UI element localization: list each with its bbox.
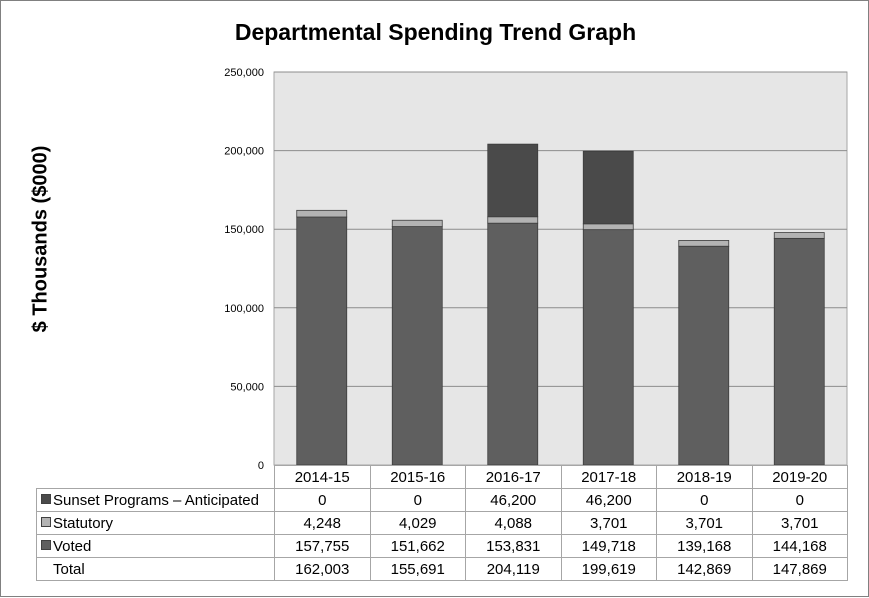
table-row-sunset: Sunset Programs – Anticipated 0 0 46,200… — [36, 488, 848, 512]
bar-voted-2018-19 — [678, 245, 730, 466]
data-label: 3,701 — [751, 511, 848, 535]
legend-swatch-statutory — [41, 516, 51, 527]
category-label: 2014-15 — [274, 465, 371, 489]
total-label: Total — [36, 557, 275, 581]
total-value: 142,869 — [656, 557, 753, 581]
bar-statutory-2017-18 — [582, 223, 634, 231]
bar-voted-2017-18 — [582, 229, 634, 466]
data-label: 0 — [369, 488, 466, 512]
data-label: 3,701 — [656, 511, 753, 535]
data-label: 3,701 — [560, 511, 657, 535]
bar-voted-2016-17 — [487, 222, 539, 466]
data-label: 139,168 — [656, 534, 753, 558]
bars — [296, 143, 825, 466]
category-label: 2015-16 — [369, 465, 466, 489]
bar-sunset-2016-17 — [487, 143, 539, 218]
data-label: 4,248 — [274, 511, 371, 535]
data-label: 46,200 — [560, 488, 657, 512]
y-tick-label: 100,000 — [224, 303, 264, 315]
y-tick-label: 50,000 — [230, 381, 264, 393]
data-label: 4,029 — [369, 511, 466, 535]
data-label: 4,088 — [465, 511, 562, 535]
bar-statutory-2015-16 — [391, 219, 443, 227]
data-label: 144,168 — [751, 534, 848, 558]
series-name: Sunset Programs – Anticipated — [53, 491, 259, 509]
bar-statutory-2019-20 — [773, 232, 825, 239]
bar-voted-2019-20 — [773, 237, 825, 466]
table-header-row: 2014-15 2015-16 2016-17 2017-18 2018-19 … — [36, 465, 848, 489]
legend-entry-voted: Voted — [36, 534, 275, 558]
legend-entry-statutory: Statutory — [36, 511, 275, 535]
category-label: 2016-17 — [465, 465, 562, 489]
bar-voted-2014-15 — [296, 216, 348, 466]
category-label: 2017-18 — [560, 465, 657, 489]
data-label: 151,662 — [369, 534, 466, 558]
y-tick-label: 200,000 — [224, 146, 264, 158]
data-label: 46,200 — [465, 488, 562, 512]
data-label: 153,831 — [465, 534, 562, 558]
data-label: 0 — [751, 488, 848, 512]
total-value: 162,003 — [274, 557, 371, 581]
total-value: 147,869 — [751, 557, 848, 581]
table-row-statutory: Statutory 4,248 4,029 4,088 3,701 3,701 … — [36, 511, 848, 535]
legend-swatch-voted — [41, 539, 51, 550]
category-label: 2019-20 — [751, 465, 848, 489]
data-label: 149,718 — [560, 534, 657, 558]
table-row-total: Total 162,003 155,691 204,119 199,619 14… — [36, 557, 848, 581]
data-label: 0 — [274, 488, 371, 512]
data-table: 2014-15 2015-16 2016-17 2017-18 2018-19 … — [36, 465, 848, 581]
table-corner-cell — [36, 465, 275, 489]
y-tick-label: 150,000 — [224, 224, 264, 236]
data-label: 157,755 — [274, 534, 371, 558]
bar-voted-2015-16 — [391, 226, 443, 466]
series-name: Statutory — [53, 514, 114, 532]
y-tick-label: 250,000 — [224, 67, 264, 79]
category-label: 2018-19 — [656, 465, 753, 489]
total-value: 199,619 — [560, 557, 657, 581]
bar-statutory-2014-15 — [296, 209, 348, 218]
bar-statutory-2018-19 — [678, 240, 730, 247]
gridlines — [274, 71, 847, 387]
bar-statutory-2016-17 — [487, 216, 539, 224]
total-value: 155,691 — [369, 557, 466, 581]
legend-entry-sunset: Sunset Programs – Anticipated — [36, 488, 275, 512]
series-name: Voted — [53, 537, 92, 555]
legend-swatch-sunset — [41, 493, 51, 504]
chart-title: Departmental Spending Trend Graph — [234, 19, 637, 45]
plot-area — [273, 71, 848, 466]
table-row-voted: Voted 157,755 151,662 153,831 149,718 13… — [36, 534, 848, 558]
total-value: 204,119 — [465, 557, 562, 581]
data-label: 0 — [656, 488, 753, 512]
bar-sunset-2017-18 — [582, 150, 634, 225]
